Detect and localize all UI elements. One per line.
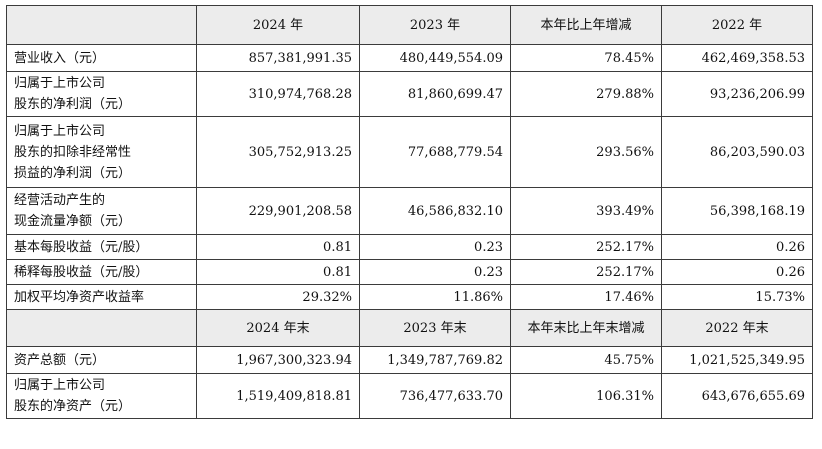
value-cell: 0.23	[359, 259, 511, 285]
value-cell: 11.86%	[359, 284, 511, 310]
row-label-line: 加权平均净资产收益率	[14, 289, 145, 305]
value-cell: 78.45%	[510, 44, 662, 72]
row-label: 资产总额（元）	[6, 346, 197, 374]
value-cell: 106.31%	[510, 373, 662, 419]
row-label-line: 资产总额（元）	[14, 352, 106, 368]
value-cell: 736,477,633.70	[359, 373, 511, 419]
value-cell: 77,688,779.54	[359, 116, 511, 188]
table-row: 经营活动产生的 现金流量净额（元） 229,901,208.58 46,586,832…	[6, 187, 813, 235]
row-label: 稀释每股收益（元/股）	[6, 259, 197, 285]
value-cell: 857,381,991.35	[196, 44, 360, 72]
column-header: 2022 年	[661, 5, 813, 45]
table-row: 归属于上市公司 股东的净资产（元） 1,519,409,818.81 736,477,…	[6, 373, 813, 419]
value-cell: 480,449,554.09	[359, 44, 511, 72]
table-row: 营业收入（元） 857,381,991.35 480,449,554.09 78.45…	[6, 44, 813, 72]
row-label-line: 营业收入（元）	[14, 50, 106, 66]
value-cell: 0.81	[196, 259, 360, 285]
table-header-row: 2024 年末 2023 年末 本年末比上年末增减 2022 年末	[6, 309, 813, 347]
row-label: 经营活动产生的现金流量净额（元）	[6, 187, 197, 235]
value-cell: 229,901,208.58	[196, 187, 360, 235]
table-row: 归属于上市公司 股东的净利润（元） 310,974,768.28 81,860,699…	[6, 71, 813, 117]
table-row: 加权平均净资产收益率 29.32% 11.86% 17.46% 15.73%	[6, 284, 813, 310]
row-label-line: 股东的净资产（元）	[14, 399, 132, 414]
row-label: 加权平均净资产收益率	[6, 284, 197, 310]
column-header: 2022 年末	[661, 309, 813, 347]
row-label: 归属于上市公司股东的净利润（元）	[6, 71, 197, 117]
row-label-line: 经营活动产生的	[14, 193, 106, 208]
financial-summary-table: 2024 年 2023 年本年比上年增减 2022 年营业收入（元） 857,381,…	[6, 5, 813, 419]
value-cell: 17.46%	[510, 284, 662, 310]
value-cell: 0.23	[359, 234, 511, 260]
row-label-line: 损益的净利润（元）	[14, 165, 132, 181]
value-cell: 86,203,590.03	[661, 116, 813, 188]
value-cell: 1,519,409,818.81	[196, 373, 360, 419]
value-cell: 56,398,168.19	[661, 187, 813, 235]
column-header: 本年比上年增减	[510, 5, 662, 45]
value-cell: 252.17%	[510, 259, 662, 285]
value-cell: 45.75%	[510, 346, 662, 374]
row-label-line: 归属于上市公司	[14, 378, 106, 393]
value-cell: 252.17%	[510, 234, 662, 260]
value-cell: 310,974,768.28	[196, 71, 360, 117]
table-header-row: 2024 年 2023 年本年比上年增减 2022 年	[6, 5, 813, 45]
column-header: 本年末比上年末增减	[510, 309, 662, 347]
value-cell: 46,586,832.10	[359, 187, 511, 235]
value-cell: 643,676,655.69	[661, 373, 813, 419]
value-cell: 0.26	[661, 259, 813, 285]
row-label: 归属于上市公司股东的扣除非经常性 损益的净利润（元）	[6, 116, 197, 188]
row-label-line: 现金流量净额（元）	[14, 214, 132, 229]
value-cell: 393.49%	[510, 187, 662, 235]
value-cell: 81,860,699.47	[359, 71, 511, 117]
row-label: 营业收入（元）	[6, 44, 197, 72]
header-corner-cell	[6, 309, 197, 347]
value-cell: 305,752,913.25	[196, 116, 360, 188]
row-label: 归属于上市公司股东的净资产（元）	[6, 373, 197, 419]
value-cell: 0.26	[661, 234, 813, 260]
header-corner-cell	[6, 5, 197, 45]
table-row: 稀释每股收益（元/股） 0.81 0.23 252.17% 0.26	[6, 259, 813, 285]
value-cell: 462,469,358.53	[661, 44, 813, 72]
table-row: 资产总额（元） 1,967,300,323.94 1,349,787,769.82 4…	[6, 346, 813, 374]
table-row: 归属于上市公司 股东的扣除非经常性 损益的净利润（元） 305,752,913.25 7…	[6, 116, 813, 188]
column-header: 2023 年末	[359, 309, 511, 347]
row-label-line: 归属于上市公司	[14, 76, 106, 91]
row-label-line: 稀释每股收益（元/股）	[14, 264, 149, 280]
column-header: 2023 年	[359, 5, 511, 45]
value-cell: 29.32%	[196, 284, 360, 310]
value-cell: 279.88%	[510, 71, 662, 117]
column-header: 2024 年	[196, 5, 360, 45]
value-cell: 0.81	[196, 234, 360, 260]
row-label-line: 股东的净利润（元）	[14, 97, 132, 112]
table-row: 基本每股收益（元/股） 0.81 0.23 252.17% 0.26	[6, 234, 813, 260]
row-label: 基本每股收益（元/股）	[6, 234, 197, 260]
value-cell: 293.56%	[510, 116, 662, 188]
column-header: 2024 年末	[196, 309, 360, 347]
value-cell: 1,021,525,349.95	[661, 346, 813, 374]
row-label-line: 股东的扣除非经常性	[14, 144, 132, 160]
row-label-line: 归属于上市公司	[14, 123, 106, 139]
value-cell: 1,349,787,769.82	[359, 346, 511, 374]
row-label-line: 基本每股收益（元/股）	[14, 239, 149, 255]
value-cell: 1,967,300,323.94	[196, 346, 360, 374]
value-cell: 15.73%	[661, 284, 813, 310]
value-cell: 93,236,206.99	[661, 71, 813, 117]
